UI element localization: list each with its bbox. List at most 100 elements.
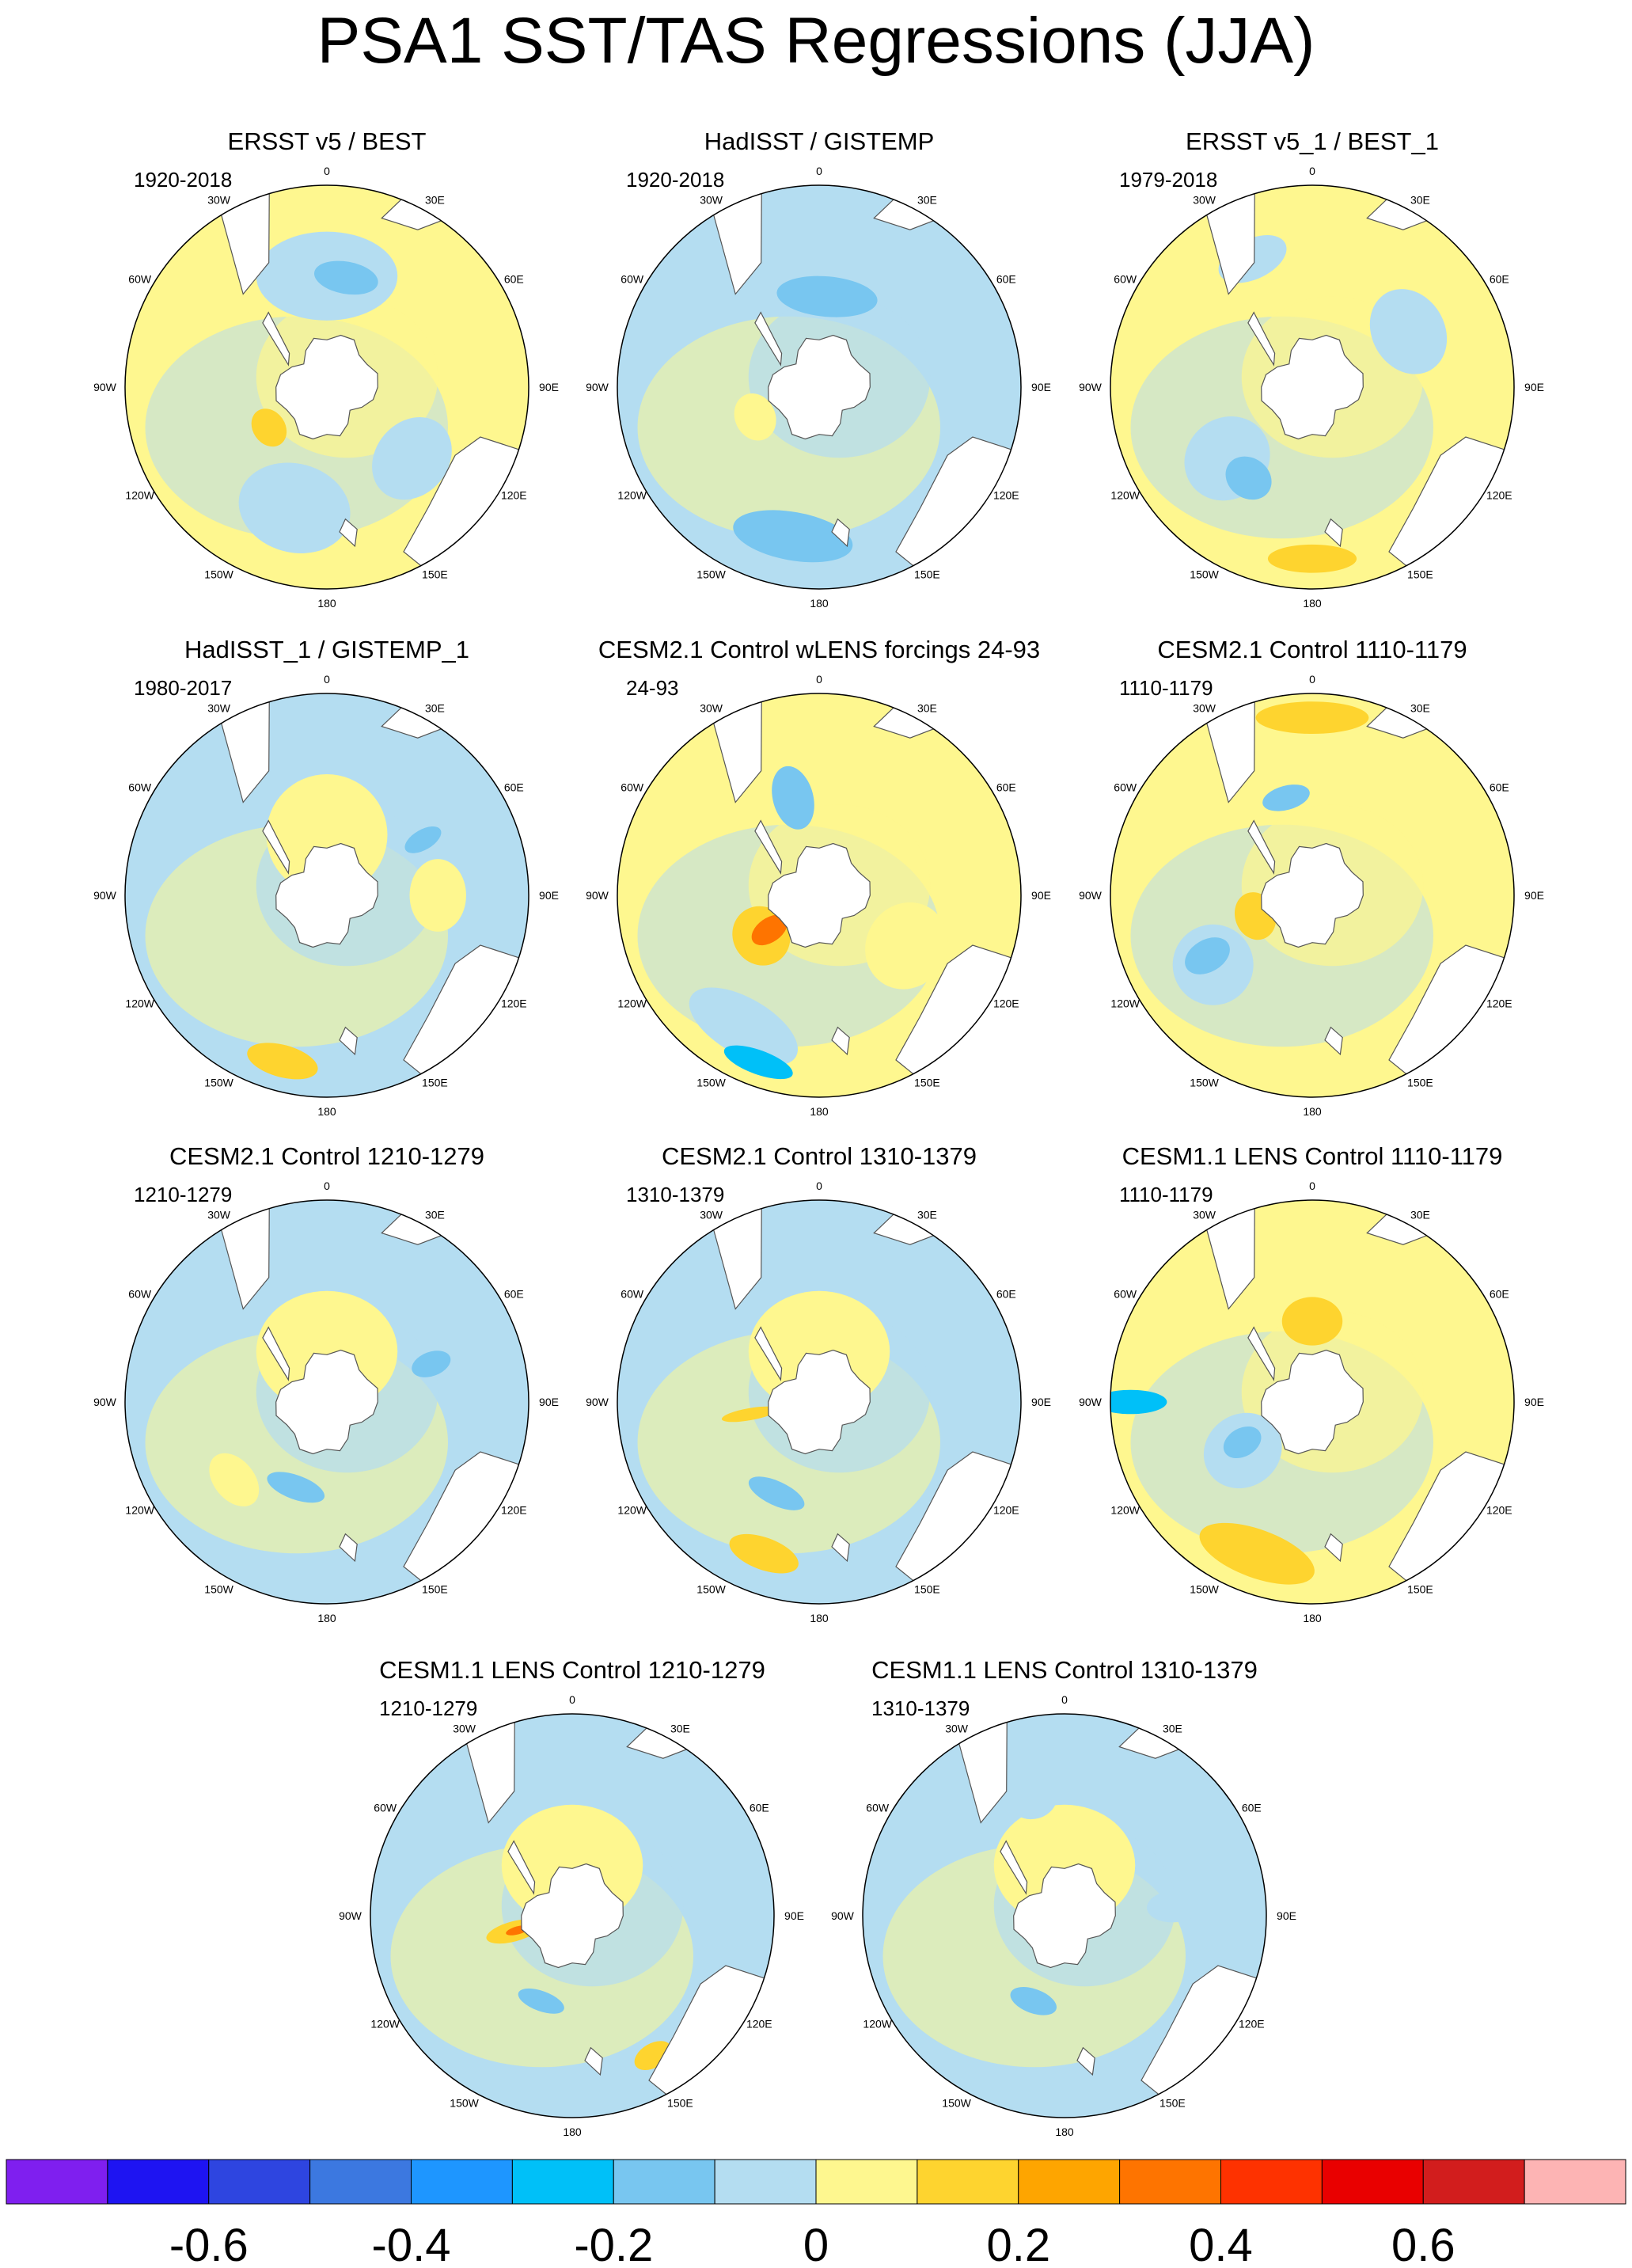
longitude-label: 150E bbox=[1407, 1582, 1433, 1595]
panel-title: HadISST / GISTEMP bbox=[704, 127, 935, 155]
longitude-label: 120E bbox=[993, 997, 1019, 1009]
longitude-label: 0 bbox=[1309, 1180, 1315, 1192]
longitude-label: 150W bbox=[1190, 1076, 1219, 1088]
panel-title: CESM1.1 LENS Control 1110-1179 bbox=[1122, 1142, 1503, 1170]
longitude-label: 120W bbox=[125, 488, 154, 501]
longitude-label: 30W bbox=[700, 194, 723, 207]
new-zealand-outline bbox=[1324, 1026, 1343, 1056]
anomaly-blob bbox=[209, 1453, 260, 1506]
australia-outline bbox=[648, 1965, 774, 2109]
anomaly-field bbox=[125, 1200, 529, 1604]
longitude-label: 150W bbox=[696, 1582, 726, 1595]
longitude-label: 30E bbox=[917, 1209, 937, 1221]
longitude-label: 120W bbox=[617, 488, 647, 501]
longitude-label: 30W bbox=[700, 702, 723, 715]
longitude-label: 120E bbox=[501, 1503, 527, 1516]
longitude-label: 120W bbox=[617, 997, 647, 1009]
new-zealand-outline bbox=[1324, 1533, 1343, 1563]
longitude-label: 120W bbox=[1110, 488, 1140, 501]
colorbar-segment bbox=[1524, 2159, 1626, 2205]
longitude-label: 120W bbox=[617, 1503, 647, 1516]
colorbar-segment bbox=[714, 2159, 817, 2205]
peninsula-outline bbox=[262, 819, 290, 875]
anomaly-field bbox=[617, 693, 1021, 1097]
longitude-label: 30E bbox=[425, 194, 445, 207]
new-zealand-outline bbox=[1076, 2046, 1095, 2076]
colorbar-tick-label: -0.4 bbox=[372, 2220, 451, 2268]
longitude-label: 90W bbox=[1079, 889, 1103, 902]
longitude-label: 150W bbox=[696, 1076, 726, 1088]
new-zealand-outline bbox=[339, 1026, 358, 1056]
longitude-label: 120E bbox=[993, 1503, 1019, 1516]
australia-outline bbox=[895, 1451, 1021, 1595]
longitude-label: 120W bbox=[125, 997, 154, 1009]
anomaly-field bbox=[125, 185, 529, 589]
colorbar-segment bbox=[917, 2159, 1019, 2205]
colorbar-tick-label: 0 bbox=[803, 2220, 829, 2268]
figure-title: PSA1 SST/TAS Regressions (JJA) bbox=[317, 5, 1315, 77]
colorbar-segment bbox=[1422, 2159, 1525, 2205]
panel-period-label: 1110-1179 bbox=[1119, 676, 1213, 700]
peninsula-outline bbox=[262, 311, 290, 367]
anomaly-field bbox=[370, 1714, 774, 2118]
colorbar-segment bbox=[1220, 2159, 1323, 2205]
anomaly-blob bbox=[1225, 456, 1272, 500]
panel-period-label: 1210-1279 bbox=[134, 1183, 232, 1206]
antarctica-outline bbox=[521, 1863, 624, 1969]
antarctica-outline bbox=[1261, 334, 1364, 440]
longitude-label: 60E bbox=[996, 781, 1016, 794]
longitude-label: 30W bbox=[1193, 194, 1216, 207]
longitude-label: 60E bbox=[750, 1802, 769, 1814]
anomaly-blob bbox=[1009, 1778, 1057, 1820]
australia-outline bbox=[1388, 1451, 1514, 1595]
anomaly-blob bbox=[1185, 937, 1230, 974]
longitude-label: 180 bbox=[317, 1612, 336, 1624]
longitude-label: 90W bbox=[1079, 381, 1103, 393]
anomaly-field bbox=[1110, 185, 1514, 589]
longitude-label: 0 bbox=[569, 1693, 575, 1706]
longitude-label: 120E bbox=[1486, 997, 1512, 1009]
peninsula-outline bbox=[754, 1326, 783, 1381]
peninsula-outline bbox=[754, 819, 783, 875]
australia-outline bbox=[895, 944, 1021, 1088]
anomaly-blob bbox=[1223, 1426, 1262, 1459]
longitude-label: 120E bbox=[993, 488, 1019, 501]
anomaly-blob bbox=[1110, 1389, 1167, 1415]
panel-title: CESM2.1 Control 1110-1179 bbox=[1157, 636, 1467, 663]
map-panel: 0 30E 60E 90E 120E 150E 180 150W 120W 90W 60W 30W ER… bbox=[1079, 127, 1544, 610]
longitude-label: 150E bbox=[914, 568, 940, 580]
longitude-label: 150E bbox=[667, 2096, 693, 2109]
longitude-label: 90E bbox=[1031, 381, 1051, 393]
longitude-label: 60W bbox=[128, 781, 152, 794]
longitude-label: 30E bbox=[917, 194, 937, 207]
map-boundary bbox=[124, 693, 529, 1098]
longitude-label: 180 bbox=[317, 597, 336, 610]
anomaly-blob bbox=[1255, 701, 1369, 734]
anomaly-blob bbox=[751, 914, 788, 946]
peninsula-outline bbox=[1247, 311, 1276, 367]
colorbar-segment bbox=[411, 2159, 513, 2205]
antarctica-outline bbox=[768, 1349, 871, 1455]
longitude-label: 0 bbox=[324, 673, 330, 686]
panel-title: HadISST_1 / GISTEMP_1 bbox=[184, 636, 469, 663]
anomaly-blob bbox=[267, 1472, 325, 1503]
map-boundary bbox=[124, 184, 529, 590]
longitude-label: 0 bbox=[324, 165, 330, 177]
longitude-label: 90W bbox=[586, 1396, 609, 1408]
longitude-label: 150E bbox=[1159, 2096, 1186, 2109]
colorbar-segment bbox=[1119, 2159, 1222, 2205]
longitude-label: 60E bbox=[1490, 781, 1509, 794]
longitude-label: 90W bbox=[93, 889, 117, 902]
antarctica-outline bbox=[275, 334, 378, 440]
longitude-label: 60W bbox=[621, 781, 644, 794]
anomaly-blob bbox=[729, 1533, 799, 1574]
map-panel: 0 30E 60E 90E 120E 150E 180 150W 120W 90W 60W 30W CE… bbox=[1079, 1142, 1544, 1624]
antarctica-outline bbox=[768, 334, 871, 440]
panel-title: ERSST v5 / BEST bbox=[228, 127, 427, 155]
panel-title: ERSST v5_1 / BEST_1 bbox=[1186, 127, 1439, 155]
longitude-label: 60W bbox=[621, 1288, 644, 1301]
longitude-label: 150W bbox=[696, 568, 726, 580]
peninsula-outline bbox=[754, 311, 783, 367]
map-boundary bbox=[617, 184, 1022, 590]
longitude-label: 60E bbox=[504, 1288, 524, 1301]
